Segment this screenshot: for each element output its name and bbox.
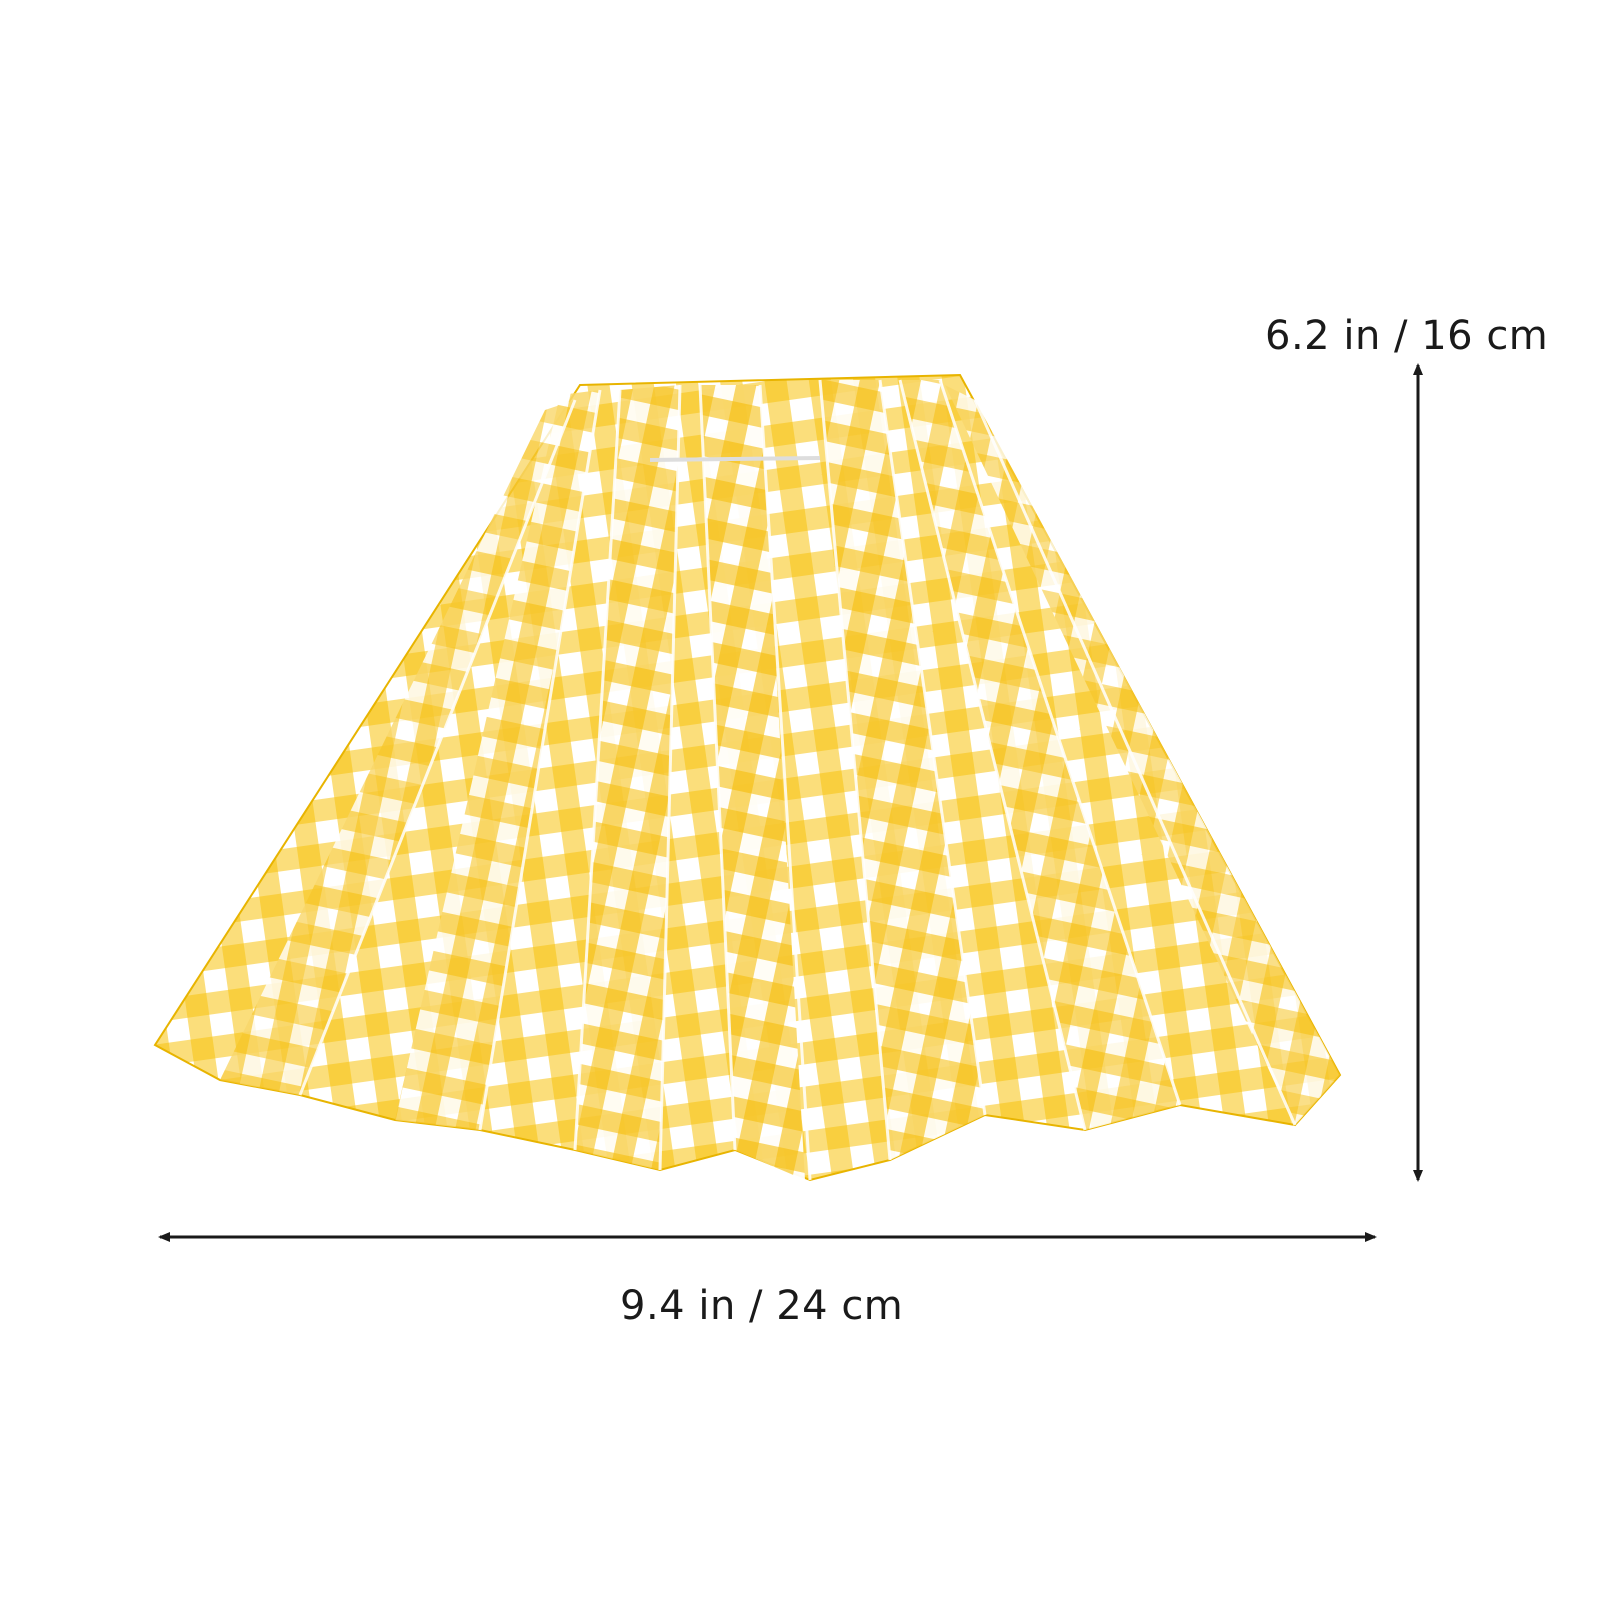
height-dimension-label: 6.2 in / 16 cm bbox=[1265, 313, 1549, 359]
wire-frame bbox=[649, 456, 821, 462]
lampshade bbox=[153, 373, 1342, 1182]
pleat-creases bbox=[298, 379, 1297, 1181]
pleat-folds bbox=[220, 380, 1340, 1180]
width-dimension-label: 9.4 in / 24 cm bbox=[620, 1283, 904, 1329]
